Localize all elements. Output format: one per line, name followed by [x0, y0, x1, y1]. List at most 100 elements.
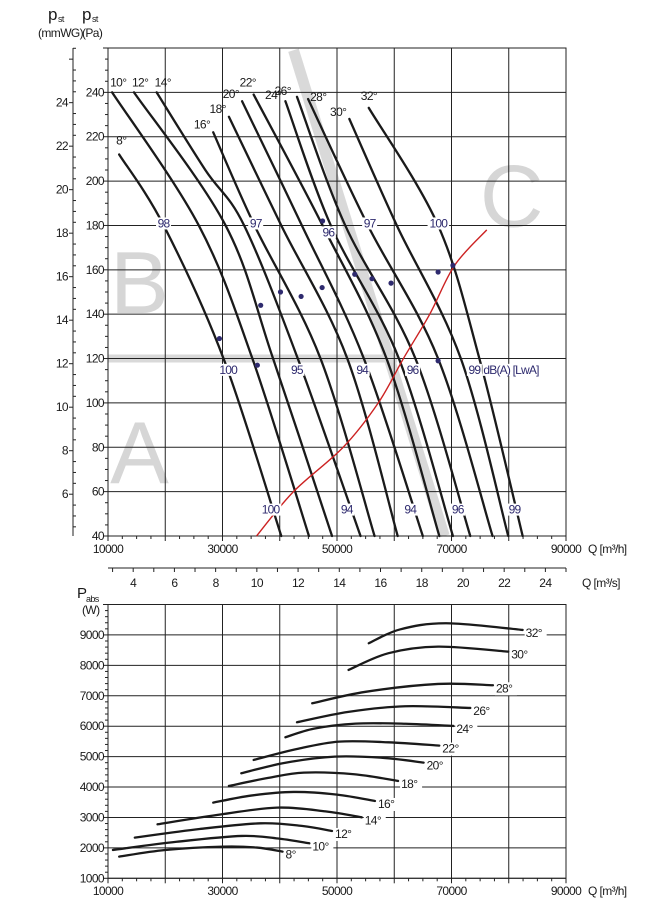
efficiency-point-marker	[319, 218, 326, 224]
sound-level-label: 100	[262, 503, 281, 517]
y-tick-label-pa: 240	[86, 85, 105, 99]
y-tick-label-pa: 160	[86, 263, 105, 277]
y-tick-label-mmwg: 16	[56, 270, 69, 284]
curve-32deg	[367, 106, 524, 538]
curve-24deg	[284, 100, 455, 538]
pa-axis-subscript: st	[92, 14, 99, 24]
sound-label-bg	[248, 217, 264, 230]
y-tick-label-pa: 60	[92, 485, 105, 499]
sound-level-label: 99	[509, 503, 522, 517]
power-curve-20deg	[240, 755, 425, 775]
curve-label: 22°	[240, 76, 257, 90]
efficiency-point-marker	[298, 293, 304, 300]
power-curve-16deg	[212, 790, 377, 804]
efficiency-point-marker	[258, 302, 264, 308]
curve-label-bg	[472, 704, 495, 718]
curve-label-bg	[400, 777, 423, 791]
power-curve-label: 22°	[442, 742, 459, 756]
m3s-tick-label: 20	[457, 576, 470, 590]
power-curve-label: 14°	[365, 813, 382, 827]
m3s-tick-label: 16	[374, 576, 387, 590]
y-tick-label-w: 1000	[80, 871, 105, 885]
y-tick-label-w: 4000	[80, 780, 105, 794]
power-axis-symbol: P	[77, 585, 87, 602]
power-curve-8deg	[118, 845, 284, 858]
sound-label-bg	[156, 217, 172, 230]
power-axis-subscript: abs	[86, 594, 100, 604]
y-tick-label-w: 7000	[80, 689, 105, 703]
curve-label: 20°	[223, 87, 240, 101]
curve-label-bg	[334, 827, 357, 841]
curve-label: 12°	[132, 75, 149, 89]
m3s-axis-label: Q [m³/s]	[582, 576, 620, 590]
zone-letter-c: C	[480, 146, 544, 245]
curve-label-bg	[510, 648, 533, 662]
m3s-tick-label: 6	[171, 576, 178, 590]
sound-level-label: 94	[404, 503, 417, 517]
pa-axis-unit: (Pa)	[82, 26, 103, 40]
power-curve-label: 10°	[312, 839, 329, 853]
power-curve-label: 12°	[335, 827, 352, 841]
y-tick-label-pa: 80	[92, 440, 105, 454]
curve-label-bg	[441, 742, 464, 756]
curve-label: 10°	[110, 75, 127, 89]
efficiency-point-marker	[435, 269, 441, 275]
y-tick-label-mmwg: 24	[56, 96, 69, 110]
m3s-tick-label: 10	[251, 576, 264, 590]
power-curve-label: 20°	[427, 759, 444, 773]
mmwg-axis-unit: (mmWG)	[38, 26, 84, 40]
power-curve-label: 24°	[456, 722, 473, 736]
sound-label-bg	[320, 226, 336, 239]
y-tick-label-w: 3000	[80, 810, 105, 824]
curve-label-bg	[494, 682, 517, 696]
x-tick-label: 90000	[551, 542, 582, 556]
sound-label-bg	[506, 503, 522, 516]
operating-zone-band	[288, 48, 450, 538]
x-tick-label: 70000	[436, 542, 467, 556]
power-curve-label: 26°	[473, 704, 490, 718]
x-tick-label: 70000	[436, 884, 467, 898]
efficiency-point-marker	[216, 335, 223, 342]
sound-label-bg	[405, 363, 421, 376]
curve-label-bg	[284, 848, 307, 862]
sound-level-label: 95	[291, 363, 304, 377]
sound-level-label: 100	[430, 216, 449, 230]
curve-label-bg	[524, 626, 547, 640]
mmwg-axis-symbol: p	[48, 5, 57, 24]
x-tick-label: 90000	[551, 884, 582, 898]
curve-14deg	[155, 91, 362, 538]
x-axis-label: Q [m³/h]	[588, 884, 627, 898]
sound-level-label: 94	[341, 503, 354, 517]
sound-unit-label: dB(A) [LwA]	[483, 363, 539, 377]
curve-22deg	[252, 93, 441, 538]
sound-label-bg	[217, 363, 239, 376]
x-tick-label: 10000	[93, 884, 124, 898]
sound-label-bg	[427, 217, 450, 230]
curve-16deg	[212, 131, 376, 538]
curve-label-bg	[376, 797, 399, 811]
power-curve-label: 8°	[286, 848, 297, 862]
y-tick-label-w: 9000	[80, 628, 105, 642]
power-curve-label: 16°	[378, 797, 395, 811]
curve-label-bg	[311, 840, 334, 854]
efficiency-point-marker	[450, 262, 456, 268]
curve-label: 28°	[310, 90, 327, 104]
sound-label-bg	[450, 503, 466, 516]
y-tick-label-mmwg: 20	[56, 183, 69, 197]
efficiency-point-marker	[369, 276, 375, 282]
zone-letter-b: B	[110, 233, 169, 332]
sound-level-label: 97	[364, 216, 377, 230]
power-curve-label: 32°	[526, 626, 543, 640]
m3s-tick-label: 8	[213, 576, 220, 590]
sound-label-bg	[362, 217, 378, 230]
y-tick-label-pa: 120	[86, 352, 105, 366]
efficiency-point-marker	[435, 358, 441, 364]
curve-label: 30°	[330, 105, 347, 119]
y-tick-label-w: 2000	[80, 841, 105, 855]
m3s-tick-label: 4	[130, 576, 137, 590]
m3s-tick-label: 18	[416, 576, 429, 590]
mmwg-axis-subscript: st	[58, 14, 65, 24]
power-curve-30deg	[347, 645, 510, 672]
efficiency-point-marker	[254, 362, 260, 368]
